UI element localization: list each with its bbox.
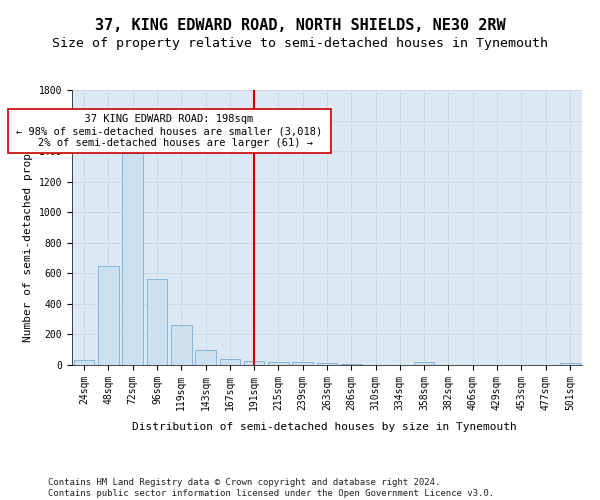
Bar	[317, 362, 337, 365]
Text: 37, KING EDWARD ROAD, NORTH SHIELDS, NE30 2RW: 37, KING EDWARD ROAD, NORTH SHIELDS, NE3…	[95, 18, 505, 32]
Bar	[244, 361, 265, 365]
Bar	[171, 324, 191, 365]
Text: Distribution of semi-detached houses by size in Tynemouth: Distribution of semi-detached houses by …	[131, 422, 517, 432]
Bar	[268, 362, 289, 365]
Y-axis label: Number of semi-detached properties: Number of semi-detached properties	[23, 113, 33, 342]
Bar	[341, 364, 362, 365]
Bar	[292, 362, 313, 365]
Text: Size of property relative to semi-detached houses in Tynemouth: Size of property relative to semi-detach…	[52, 38, 548, 51]
Bar	[98, 266, 119, 365]
Bar	[122, 152, 143, 365]
Bar	[195, 350, 216, 365]
Text: 37 KING EDWARD ROAD: 198sqm  
← 98% of semi-detached houses are smaller (3,018)
: 37 KING EDWARD ROAD: 198sqm ← 98% of sem…	[13, 114, 325, 148]
Bar	[560, 364, 580, 365]
Text: Contains HM Land Registry data © Crown copyright and database right 2024.
Contai: Contains HM Land Registry data © Crown c…	[48, 478, 494, 498]
Bar	[74, 360, 94, 365]
Bar	[414, 362, 434, 365]
Bar	[220, 359, 240, 365]
Bar	[146, 280, 167, 365]
